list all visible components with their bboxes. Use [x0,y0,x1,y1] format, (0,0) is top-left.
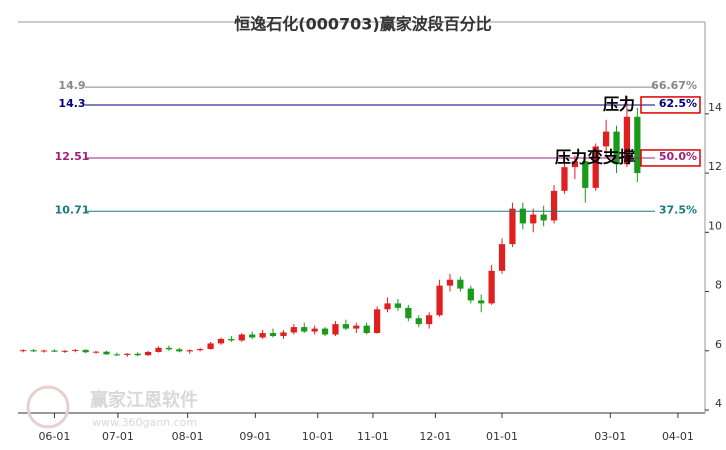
candle-body [103,351,110,355]
x-tick-label: 04-01 [662,430,694,443]
candle-body [249,334,256,338]
candle-body [623,116,631,165]
level-box [640,96,701,114]
candle-body [498,244,506,271]
candle-body [280,332,287,336]
candle-body [269,333,277,336]
watermark-logo [26,385,70,429]
candle-body [446,279,454,286]
x-tick-label: 12-01 [419,430,451,443]
x-tick-label: 11-01 [357,430,389,443]
candle-body [228,338,235,341]
candle-body [634,116,641,174]
candle-body [72,349,79,351]
candle-body [363,325,370,334]
candle-body [571,161,579,168]
level-pct: 37.5% [659,203,697,216]
watermark-brand: 赢家江恩软件 [90,389,198,411]
x-tick-label: 09-01 [239,430,271,443]
candle-body [238,334,245,341]
candle-body [478,300,485,304]
candle-body [207,343,214,350]
candle-body [342,324,350,329]
candle-body [530,214,537,224]
candle-body [51,350,58,352]
level-price: 14.9 [58,79,85,92]
candle-body [20,350,27,352]
candle-body [321,328,329,335]
candle-body [290,327,297,333]
x-tick-label: 06-01 [38,430,70,443]
x-tick-label: 03-01 [594,430,626,443]
level-price: 12.51 [55,150,90,163]
candle-body [144,351,152,356]
candle-body [613,131,620,165]
candle-body [467,288,474,301]
candle-body [384,303,391,310]
level-note: 压力 [603,94,635,113]
candle-body [415,318,422,325]
candle-body [30,350,37,352]
y-tick-label: 6 [715,338,722,351]
candle-body [332,324,339,335]
candle-body [155,347,162,352]
x-tick-label: 01-01 [486,430,518,443]
candle-body [550,190,558,221]
candle-body [124,353,131,355]
y-tick-label: 10 [708,219,722,232]
candle-body [373,309,381,334]
candle-body [592,146,599,188]
candle-body [394,303,402,308]
candle-body [259,333,266,338]
candle-body [82,349,89,353]
candle-body [457,279,464,289]
candle-body [519,208,526,224]
candle-body [186,350,193,352]
level-pct: 62.5% [659,97,697,110]
level-pct: 50.0% [659,150,697,163]
watermark-url: www.360gann.com [92,416,197,429]
x-tick-label: 08-01 [172,430,204,443]
candle-body [197,349,204,351]
level-price: 10.71 [55,203,90,216]
candle-body [353,325,360,329]
candle-body [509,208,516,245]
candle-body [540,214,547,221]
candle-body [301,327,308,332]
candle-body [61,350,68,352]
level-price: 14.3 [58,97,85,110]
level-box [640,149,701,167]
y-tick-label: 12 [708,160,722,173]
candle-body [176,349,183,352]
candle-body [582,161,589,188]
candle-body [426,315,433,325]
candle-body [436,285,443,316]
candle-body [488,270,495,304]
candle-body [561,167,568,191]
y-tick-label: 8 [715,279,722,292]
level-note: 压力变支撑 [555,147,635,166]
candle-body [217,338,225,344]
candle-body [405,307,412,319]
level-pct: 66.67% [651,79,697,92]
candle-body [311,328,318,332]
y-tick-label: 14 [708,101,722,114]
chart-title: 恒逸石化(000703)赢家波段百分比 [234,15,491,34]
y-tick-label: 4 [715,397,722,410]
candle-body [602,131,610,147]
candle-body [92,351,100,353]
candle-body [134,353,141,356]
candle-body [113,354,121,356]
candle-body [165,347,173,350]
x-tick-label: 07-01 [102,430,134,443]
x-tick-label: 10-01 [302,430,334,443]
candle-body [40,350,48,352]
